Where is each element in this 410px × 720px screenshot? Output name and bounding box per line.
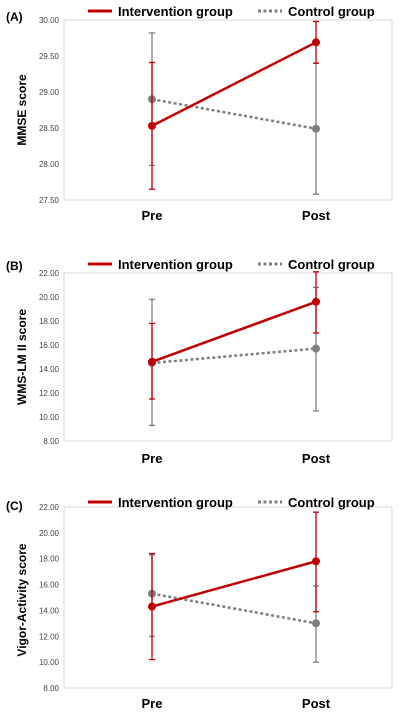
series-line: [151, 347, 317, 365]
plot-frame: [63, 506, 393, 689]
y-tick-label: 22.00: [39, 269, 60, 278]
data-point: [312, 297, 320, 306]
y-axis-label: Vigor-Activity score: [15, 543, 29, 656]
plot-frame: [63, 272, 393, 442]
y-tick-label: 30.00: [39, 16, 60, 25]
y-axis-label: WMS-LM II score: [15, 309, 29, 405]
x-category-label: Post: [302, 208, 331, 223]
y-tick-label: 18.00: [39, 317, 60, 326]
y-tick-label: 14.00: [39, 606, 60, 615]
data-point: [312, 38, 320, 47]
x-category-label: Post: [302, 696, 331, 711]
legend-label: Control group: [288, 495, 375, 510]
series-line: [151, 560, 317, 608]
data-point: [312, 619, 320, 628]
plot-frame: [63, 19, 393, 201]
y-tick-label: 29.00: [39, 88, 60, 97]
y-tick-label: 16.00: [39, 341, 60, 350]
data-point: [148, 602, 156, 611]
y-tick-label: 22.00: [39, 503, 60, 512]
y-tick-label: 10.00: [39, 413, 60, 422]
data-point: [148, 121, 156, 130]
y-tick-label: 18.00: [39, 555, 60, 564]
y-tick-label: 27.50: [39, 196, 60, 205]
panel-b: 8.00 10.00 12.00 14.00 16.00 18.00 20.00 22.00 (…: [6, 257, 393, 466]
y-axis-label: MMSE score: [15, 74, 29, 146]
y-tick-label: 14.00: [39, 365, 60, 374]
y-tick-label: 28.50: [39, 124, 60, 133]
legend-label: Control group: [288, 4, 375, 19]
x-category-label: Pre: [142, 208, 163, 223]
data-point: [312, 124, 320, 133]
series-line: [151, 41, 317, 127]
panel-a: 27.50 28.00 28.50 29.00 29.50 30.00 (A) MMSE sc…: [6, 4, 393, 223]
y-tick-label: 8.00: [43, 437, 59, 446]
x-category-label: Pre: [142, 451, 163, 466]
y-tick-label: 12.00: [39, 389, 60, 398]
data-point: [312, 344, 320, 353]
y-tick-label: 20.00: [39, 293, 60, 302]
y-tick-label: 16.00: [39, 581, 60, 590]
panel-label: (B): [6, 259, 23, 273]
panel-c: 8.00 10.00 12.00 14.00 16.00 18.00 20.00 22.00 (…: [6, 495, 393, 711]
panel-label: (C): [6, 499, 23, 513]
y-tick-label: 12.00: [39, 632, 60, 641]
y-tick-label: 8.00: [43, 684, 59, 693]
data-point: [312, 557, 320, 566]
legend-label: Intervention group: [118, 495, 233, 510]
legend-label: Intervention group: [118, 4, 233, 19]
legend-label: Intervention group: [118, 257, 233, 272]
series-line: [151, 592, 317, 625]
y-tick-label: 20.00: [39, 529, 60, 538]
legend-label: Control group: [288, 257, 375, 272]
y-tick-label: 29.50: [39, 52, 60, 61]
data-point: [148, 357, 156, 366]
x-category-label: Pre: [142, 696, 163, 711]
y-tick-label: 28.00: [39, 160, 60, 169]
series-line: [151, 97, 317, 130]
x-category-label: Post: [302, 451, 331, 466]
series-line: [151, 300, 317, 363]
y-tick-label: 10.00: [39, 658, 60, 667]
panel-label: (A): [6, 10, 23, 24]
